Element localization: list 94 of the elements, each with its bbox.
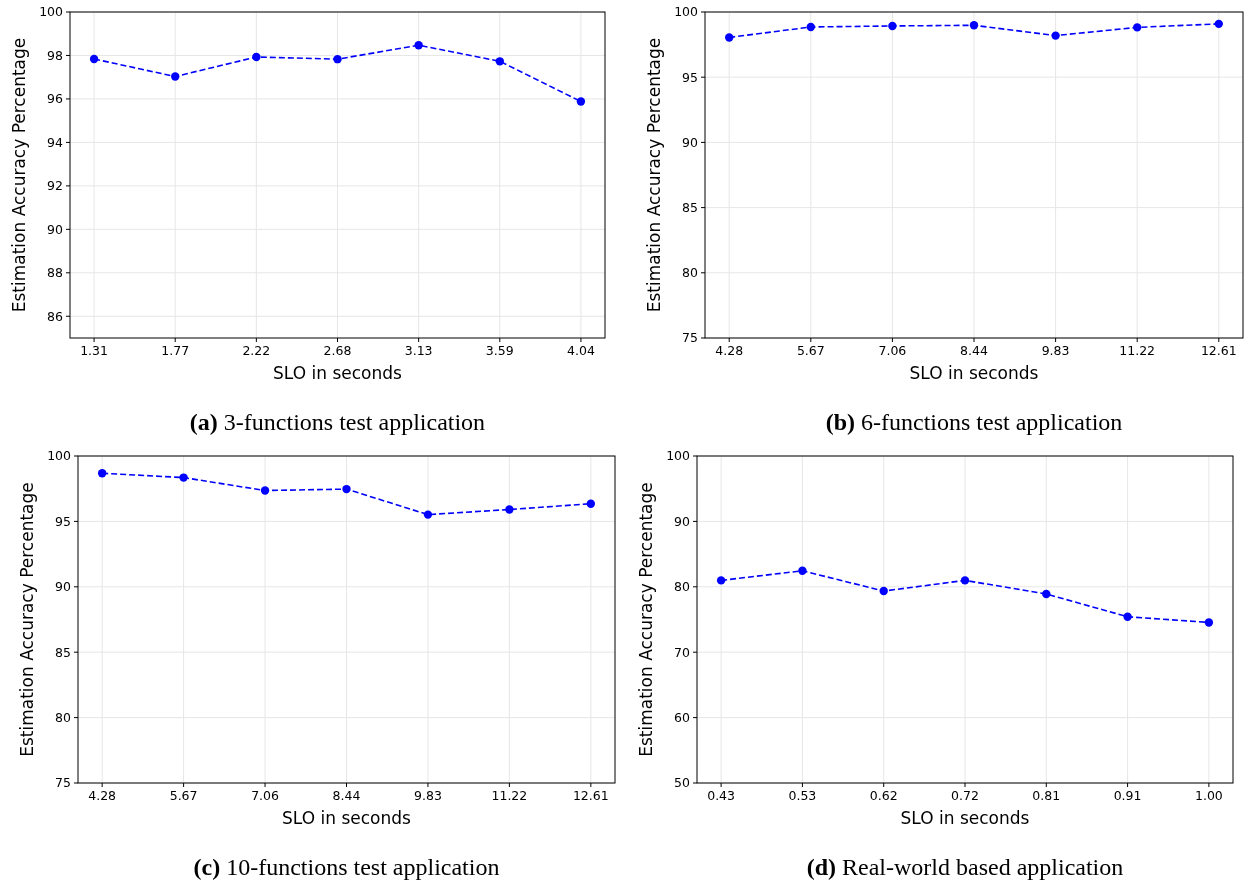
y-tick-label: 75 (682, 330, 698, 346)
point (171, 72, 180, 81)
x-axis-title: SLO in seconds (273, 363, 403, 383)
y-tick-label: 90 (55, 579, 72, 595)
x-axis-title: SLO in seconds (282, 808, 412, 828)
y-tick-label: 90 (674, 513, 691, 529)
x-tick-label: 3.59 (485, 343, 514, 358)
text: (d) Real-world based application (806, 854, 1124, 880)
text: (c) 10-functions test application (193, 854, 500, 880)
point (1123, 612, 1132, 621)
y-tick-label: 85 (55, 644, 71, 660)
y-tick-label: 70 (674, 644, 691, 660)
point (252, 52, 261, 62)
x-tick-label: 12.61 (1200, 343, 1237, 358)
y-tick-label: 100 (39, 4, 64, 20)
y-tick-label: 88 (47, 265, 64, 281)
y-tick-label: 95 (682, 69, 698, 85)
x-axis-title: SLO in seconds (900, 808, 1030, 828)
x-tick-label: 0.81 (1032, 788, 1061, 803)
point (725, 33, 734, 42)
point (586, 499, 596, 508)
x-tick-label: 12.61 (572, 788, 609, 803)
point (260, 486, 270, 495)
x-tick-label: 3.13 (404, 343, 433, 358)
y-tick-label: 94 (47, 134, 64, 150)
point (888, 21, 897, 31)
x-tick-label: 7.06 (251, 788, 280, 803)
y-tick-label: 86 (47, 308, 64, 324)
point (414, 41, 423, 50)
y-tick-label: 100 (674, 4, 699, 20)
point (97, 469, 107, 478)
x-tick-label: 9.83 (414, 788, 442, 803)
point (806, 22, 816, 32)
point (1132, 23, 1142, 32)
y-tick-label: 80 (674, 579, 691, 595)
point (1214, 19, 1223, 29)
y-tick-label: 85 (682, 199, 698, 215)
point (576, 97, 586, 106)
point (333, 54, 342, 64)
x-tick-label: 5.67 (169, 788, 198, 803)
point (960, 576, 970, 585)
x-tick-label: 2.22 (242, 343, 271, 358)
y-tick-label: 60 (674, 709, 691, 725)
point (1204, 618, 1214, 627)
y-tick-label: 50 (674, 775, 691, 791)
point (505, 505, 514, 514)
point (179, 473, 188, 482)
y-axis-title: Estimation Accuracy Percentage (9, 37, 29, 313)
x-tick-label: 0.43 (707, 788, 736, 803)
y-tick-label: 95 (55, 513, 71, 529)
y-axis-title: Estimation Accuracy Percentage (644, 37, 664, 313)
x-tick-label: 2.68 (323, 343, 352, 358)
point (1042, 589, 1051, 599)
text: (b) 6-functions test application (825, 409, 1123, 435)
y-tick-label: 96 (47, 91, 64, 107)
x-tick-label: 1.77 (161, 343, 190, 358)
x-tick-label: 7.06 (878, 343, 907, 358)
y-tick-label: 75 (55, 775, 71, 791)
y-tick-label: 100 (666, 448, 691, 464)
point (89, 54, 99, 64)
x-tick-label: 1.31 (80, 343, 108, 358)
point (798, 566, 807, 575)
x-tick-label: 11.22 (1119, 343, 1156, 358)
x-axis-title: SLO in seconds (909, 363, 1039, 383)
y-tick-label: 80 (55, 709, 72, 725)
x-tick-label: 8.44 (960, 343, 988, 358)
x-tick-label: 1.00 (1194, 788, 1223, 803)
point (342, 484, 351, 494)
x-tick-label: 5.67 (796, 343, 825, 358)
x-tick-label: 4.28 (715, 343, 744, 358)
x-tick-label: 4.28 (88, 788, 117, 803)
y-tick-label: 80 (682, 265, 699, 281)
x-tick-label: 0.62 (869, 788, 898, 803)
point (495, 57, 504, 66)
y-tick-label: 92 (47, 178, 63, 194)
y-axis-title: Estimation Accuracy Percentage (17, 482, 37, 757)
x-tick-label: 8.44 (332, 788, 361, 803)
y-tick-label: 98 (47, 47, 64, 63)
point (716, 576, 726, 585)
x-tick-label: 0.72 (951, 788, 979, 803)
x-tick-label: 11.22 (491, 788, 528, 803)
point (423, 510, 433, 519)
x-tick-label: 0.91 (1113, 788, 1142, 803)
y-tick-label: 100 (47, 448, 72, 464)
text: (a) 3-functions test application (189, 409, 486, 435)
y-axis-title: Estimation Accuracy Percentage (636, 482, 656, 757)
y-tick-label: 90 (682, 134, 699, 150)
x-tick-label: 0.53 (788, 788, 817, 803)
x-tick-label: 4.04 (567, 343, 595, 358)
point (879, 586, 888, 596)
point (969, 21, 979, 30)
point (1051, 31, 1060, 40)
y-tick-label: 90 (47, 221, 64, 237)
x-tick-label: 9.83 (1041, 343, 1070, 358)
